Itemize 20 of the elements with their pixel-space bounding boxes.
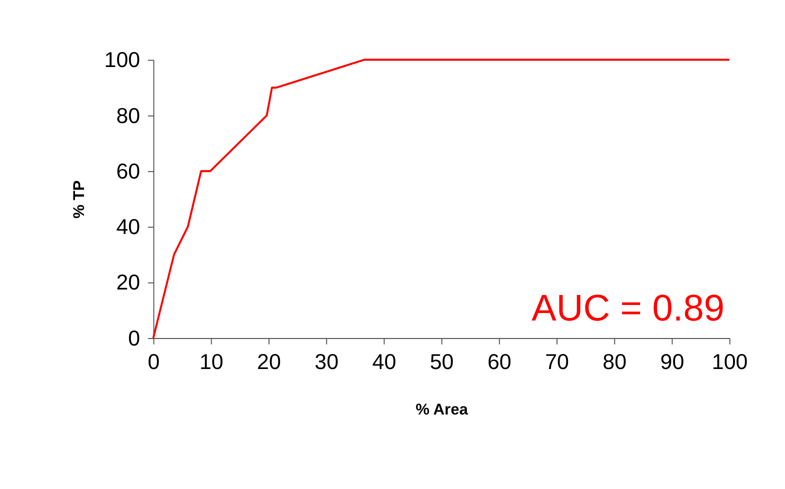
y-axis-title: % TP — [70, 180, 88, 218]
y-tick-label: 60 — [116, 159, 140, 184]
y-tick-label: 0 — [128, 326, 140, 350]
x-tick-label: 80 — [602, 350, 627, 374]
y-tick-label: 80 — [116, 104, 140, 128]
x-tick-label: 10 — [199, 350, 224, 374]
x-tick-label: 30 — [314, 350, 339, 374]
y-tick-label: 100 — [104, 48, 140, 72]
x-tick-label: 90 — [660, 350, 684, 374]
x-tick-label: 40 — [372, 350, 396, 374]
x-tick-label: 50 — [430, 350, 454, 374]
x-axis-title: % Area — [416, 402, 468, 419]
x-tick-label: 100 — [712, 350, 748, 374]
x-tick-label: 0 — [148, 350, 160, 374]
y-tick-label: 20 — [116, 270, 140, 295]
x-tick-label: 20 — [257, 350, 281, 374]
annotation: AUC = 0.89 — [532, 286, 724, 328]
y-tick-label: 40 — [116, 215, 140, 240]
x-tick-label: 60 — [487, 350, 512, 374]
x-tick-label: 70 — [545, 350, 570, 374]
